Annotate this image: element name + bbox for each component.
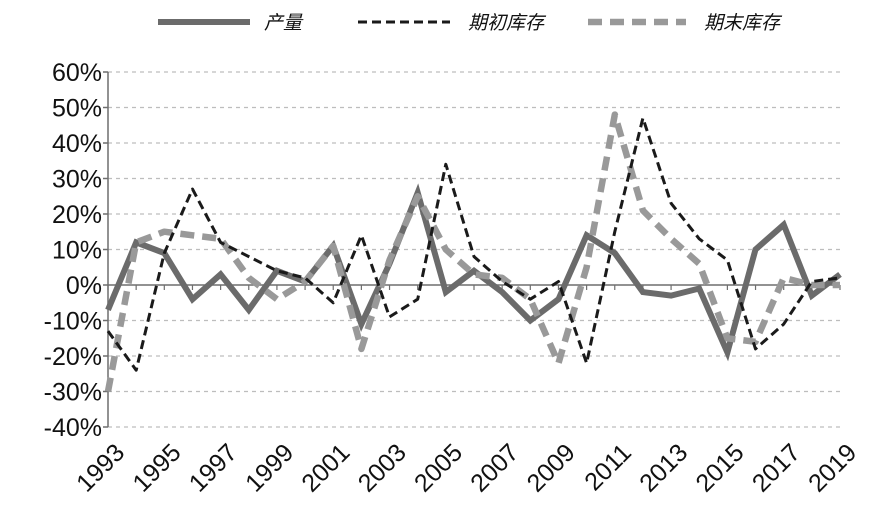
- x-tick-labels: 1993199519971999200120032005200720092011…: [71, 438, 862, 497]
- x-tick-label: 2013: [634, 438, 693, 497]
- y-tick-label: -20%: [44, 343, 102, 371]
- x-tick-label: 1995: [127, 438, 186, 497]
- y-tick-label: -30%: [44, 379, 102, 407]
- y-tick-label: 60%: [52, 59, 102, 87]
- y-tick-label: 0%: [66, 272, 102, 300]
- x-tick-label: 2003: [353, 438, 412, 497]
- x-tick-label: 1997: [184, 438, 243, 497]
- y-tick-label: 30%: [52, 166, 102, 194]
- x-tick-label: 2009: [522, 438, 581, 497]
- series-line-0: [105, 183, 842, 362]
- legend-label-0: 产量: [264, 12, 304, 34]
- x-tick-label: 2001: [296, 438, 355, 497]
- series-lines: [104, 111, 842, 393]
- legend-label-1: 期初库存: [468, 12, 547, 34]
- x-tick-label: 2017: [747, 438, 806, 497]
- y-tick-labels: 60% 50% 40% 30% 20% 10% 0% -10% -20% -30% -40%: [44, 59, 102, 442]
- x-tick-label: 1999: [240, 438, 299, 497]
- legend: 产量 期初库存 期末库存: [158, 12, 783, 34]
- y-tick-label: 10%: [52, 237, 102, 265]
- y-tick-label: 40%: [52, 130, 102, 158]
- series-line-2: [104, 111, 840, 393]
- x-tick-label: 2015: [690, 438, 749, 497]
- y-tick-label: 50%: [52, 95, 102, 123]
- series-line-1: [106, 116, 841, 372]
- y-tick-label: -40%: [44, 414, 102, 442]
- gridlines: [108, 71, 840, 428]
- x-tick-label: 2005: [409, 438, 468, 497]
- y-tick-label: -10%: [44, 308, 102, 336]
- y-tick-label: 20%: [52, 201, 102, 229]
- x-tick-label: 2019: [803, 438, 862, 497]
- legend-label-2: 期末库存: [704, 12, 783, 34]
- x-tick-label: 2011: [579, 438, 637, 496]
- x-tick-label: 2007: [465, 438, 524, 497]
- x-tick-label: 1993: [71, 438, 130, 497]
